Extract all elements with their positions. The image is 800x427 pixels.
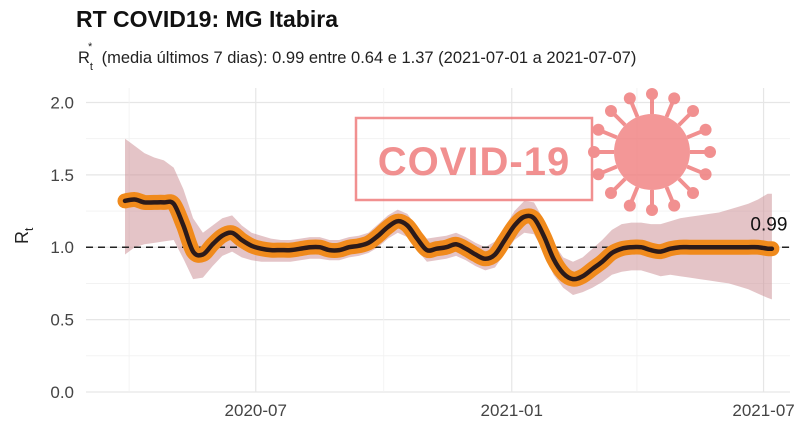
virus-spike-tip [687,187,700,200]
virus-spike-tip [604,104,617,117]
rt-symbol-subscript: t [89,61,93,74]
virus-spike-tip [704,146,716,158]
virus-spike-tip [699,168,712,181]
virus-spike-tip [668,199,681,212]
x-tick-label: 2021-07 [732,401,794,420]
y-tick-label: 1.0 [50,238,74,257]
virus-spike-tip [687,104,700,117]
covid-watermark: COVID-19 [354,88,716,216]
subtitle-text: (media últimos 7 dias): 0.99 entre 0.64 … [101,49,637,67]
watermark-label: COVID-19 [378,140,571,184]
y-axis-label-letter: R [12,231,32,244]
y-tick-label: 0.0 [50,383,74,402]
virus-spike-tip [592,168,605,181]
y-tick-label: 2.0 [50,93,74,112]
virus-spike-tip [646,88,658,100]
x-tick-label: 2020-07 [225,401,287,420]
chart-subtitle: Rt * (media últimos 7 dias): 0.99 entre 0… [78,41,637,74]
virus-spike-tip [623,92,636,105]
virus-spike-tip [699,123,712,136]
rt-symbol-letter: R [78,49,90,67]
virus-icon [588,88,716,216]
y-axis-label-subscript: t [22,227,36,231]
watermark-frame [354,116,594,202]
y-tick-label: 0.5 [50,311,74,330]
virus-spike-tip [668,92,681,105]
virus-spike-tip [588,146,600,158]
x-tick-label: 2021-01 [481,401,543,420]
chart-title: RT COVID19: MG Itabira [76,6,338,32]
axes: 0.0 0.5 1.0 1.5 2.0 2020-07 2021-01 2021-07 [50,93,794,420]
rt-symbol: Rt * [78,41,93,74]
virus-spike-tip [623,199,636,212]
virus-body [614,114,690,190]
virus-spike-tip [646,204,658,216]
virus-spike-tip [604,187,617,200]
virus-spike-tip [592,123,605,136]
rt-series [117,191,780,287]
y-tick-label: 1.5 [50,166,74,185]
y-axis-label: Rt [12,227,36,244]
rt-symbol-superscript: * [88,41,93,53]
rt-line [122,197,775,282]
end-value-label: 0.99 [750,215,787,236]
